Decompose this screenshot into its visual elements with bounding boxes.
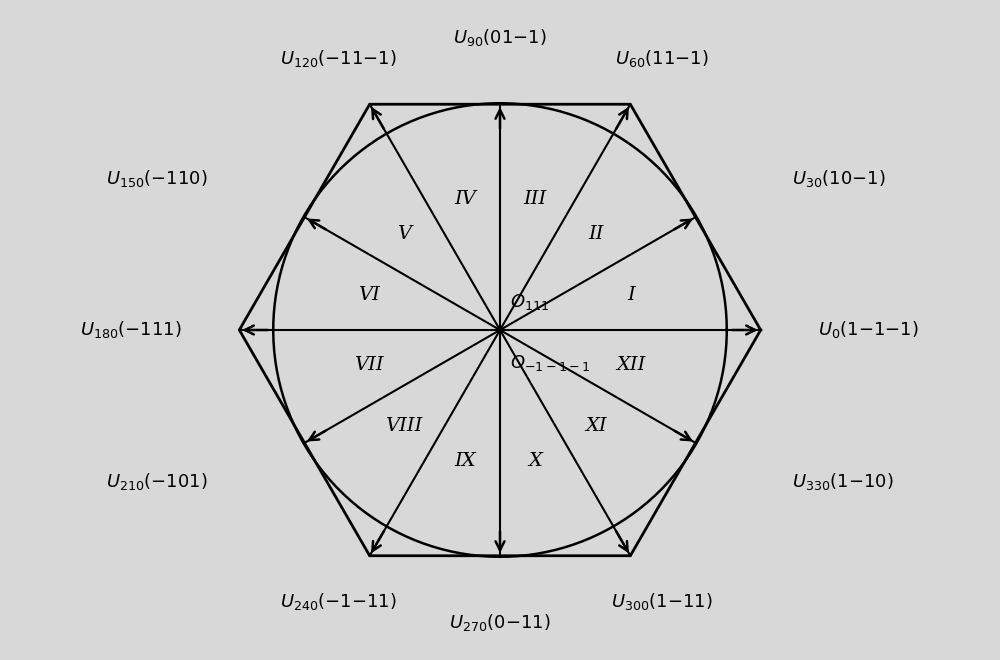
Text: VIII: VIII — [385, 417, 423, 435]
Text: $U_{210}({-}101)$: $U_{210}({-}101)$ — [106, 471, 208, 492]
Text: $U_{60}(11{-}1)$: $U_{60}(11{-}1)$ — [615, 48, 708, 69]
Text: $U_{300}(1{-}11)$: $U_{300}(1{-}11)$ — [611, 591, 712, 612]
Text: II: II — [588, 225, 604, 243]
Text: XI: XI — [585, 417, 607, 435]
Text: $U_{330}(1{-}10)$: $U_{330}(1{-}10)$ — [792, 471, 894, 492]
Text: VI: VI — [358, 286, 380, 304]
Text: X: X — [528, 452, 542, 470]
Text: $U_{120}({-}11{-}1)$: $U_{120}({-}11{-}1)$ — [280, 48, 397, 69]
Text: IV: IV — [454, 190, 476, 208]
Text: $U_{150}({-}110)$: $U_{150}({-}110)$ — [106, 168, 208, 189]
Text: XII: XII — [616, 356, 646, 374]
Text: $U_{270}(0{-}11)$: $U_{270}(0{-}11)$ — [449, 612, 551, 632]
Text: $U_{30}(10{-}1)$: $U_{30}(10{-}1)$ — [792, 168, 886, 189]
Text: III: III — [523, 190, 547, 208]
Text: I: I — [627, 286, 635, 304]
Text: $O_{-1-1-1}$: $O_{-1-1-1}$ — [510, 354, 591, 374]
Text: VII: VII — [354, 356, 384, 374]
Text: $U_{180}({-}111)$: $U_{180}({-}111)$ — [80, 319, 182, 341]
Text: $U_{240}({-}1{-}11)$: $U_{240}({-}1{-}11)$ — [280, 591, 397, 612]
Text: $O_{111}$: $O_{111}$ — [510, 292, 550, 312]
Text: IX: IX — [454, 452, 476, 470]
Text: V: V — [397, 225, 411, 243]
Text: $U_{90}(01{-}1)$: $U_{90}(01{-}1)$ — [453, 28, 547, 48]
Text: $U_{0}(1{-}1{-}1)$: $U_{0}(1{-}1{-}1)$ — [818, 319, 919, 341]
